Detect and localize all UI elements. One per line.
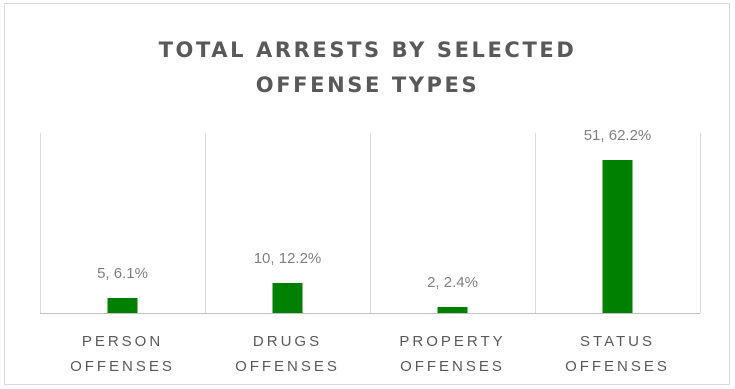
bar xyxy=(602,160,633,313)
x-tick-label: OFFENSES xyxy=(400,358,505,375)
bar xyxy=(272,283,303,313)
chart-title-line-1: TOTAL ARRESTS BY SELECTED xyxy=(158,38,577,62)
x-tick-label: PROPERTY xyxy=(399,333,505,350)
x-tick-label: OFFENSES xyxy=(565,358,670,375)
bar xyxy=(437,307,468,313)
data-label: 2, 2.4% xyxy=(427,274,478,291)
chart-title-line-2: OFFENSE TYPES xyxy=(255,73,480,97)
x-tick-label: OFFENSES xyxy=(70,358,175,375)
x-tick-label: STATUS xyxy=(580,333,655,350)
x-tick-label: PERSON xyxy=(82,333,163,350)
x-tick-label: OFFENSES xyxy=(235,358,340,375)
x-tick-label: DRUGS xyxy=(253,333,322,350)
bar xyxy=(107,298,138,313)
data-label: 10, 12.2% xyxy=(254,250,322,267)
data-label: 5, 6.1% xyxy=(97,265,148,282)
chart-title: TOTAL ARRESTS BY SELECTED OFFENSE TYPES xyxy=(0,33,735,103)
data-label: 51, 62.2% xyxy=(584,127,652,144)
